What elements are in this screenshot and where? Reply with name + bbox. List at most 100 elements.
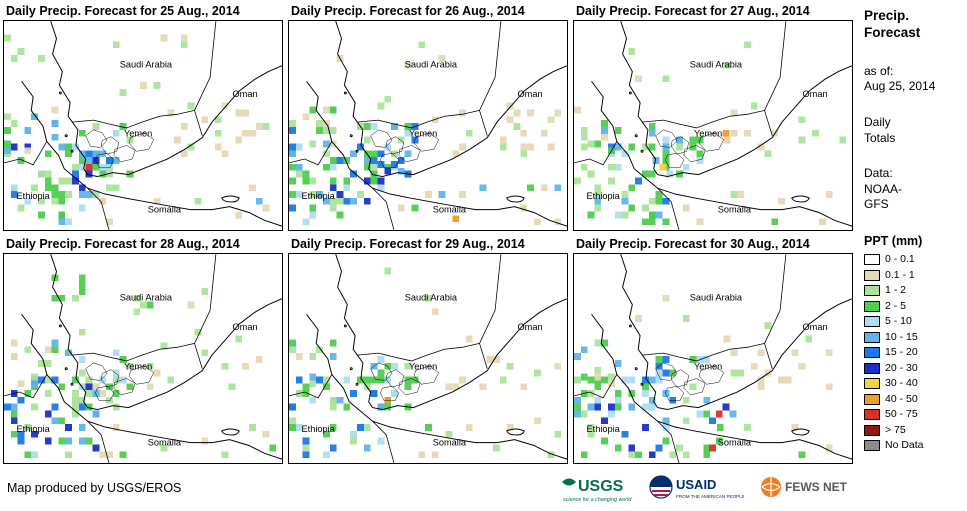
precip-cell bbox=[289, 163, 296, 171]
precip-cell bbox=[309, 140, 317, 148]
legend-swatch bbox=[864, 378, 880, 390]
legend-label: 2 - 5 bbox=[885, 299, 907, 312]
precip-cell bbox=[459, 109, 466, 117]
precip-cell bbox=[187, 301, 195, 309]
precip-cell bbox=[10, 353, 18, 360]
map-canvas bbox=[3, 20, 283, 231]
precip-cell bbox=[363, 197, 371, 205]
totals-line2: Totals bbox=[864, 130, 896, 145]
info-sidebar: Precip. Forecast as of: Aug 25, 2014 Dai… bbox=[856, 0, 967, 511]
precip-cell bbox=[38, 170, 45, 178]
precip-cell bbox=[404, 383, 412, 391]
legend-label: 0 - 0.1 bbox=[885, 253, 915, 266]
precip-cell bbox=[648, 218, 656, 226]
precip-cell bbox=[85, 191, 93, 198]
precip-cell bbox=[554, 430, 562, 438]
precip-cell bbox=[235, 109, 243, 117]
precip-cell bbox=[601, 120, 609, 127]
precip-cell bbox=[513, 123, 521, 130]
precip-cell bbox=[85, 170, 93, 178]
precip-cell bbox=[547, 451, 555, 459]
precip-cell bbox=[825, 349, 833, 357]
precip-cell bbox=[78, 274, 86, 282]
precip-cell bbox=[791, 349, 799, 357]
precip-cell bbox=[676, 170, 683, 178]
precip-cell bbox=[78, 129, 86, 137]
precip-cell bbox=[659, 163, 667, 171]
precip-cell bbox=[289, 346, 296, 354]
precip-cell bbox=[85, 163, 93, 171]
precip-cell bbox=[715, 410, 723, 418]
precip-cell bbox=[764, 322, 772, 329]
precip-cell bbox=[10, 430, 18, 438]
precip-cell bbox=[112, 157, 120, 164]
precip-cell bbox=[72, 376, 79, 384]
precip-cell bbox=[614, 143, 622, 151]
precip-cell bbox=[812, 129, 819, 137]
precip-cell bbox=[295, 191, 303, 198]
precip-cell bbox=[31, 380, 39, 388]
precip-cell bbox=[180, 34, 188, 42]
precip-cell bbox=[51, 417, 59, 425]
precip-cell bbox=[119, 451, 127, 459]
precip-cell bbox=[51, 403, 59, 411]
precip-cell bbox=[798, 116, 806, 124]
precip-cell bbox=[24, 126, 32, 134]
precip-cell bbox=[343, 157, 351, 164]
precip-cell bbox=[397, 136, 405, 144]
precip-cell bbox=[350, 150, 358, 158]
panel-title: Daily Precip. Forecast for 28 Aug., 2014 bbox=[6, 237, 240, 251]
precip-cell bbox=[655, 356, 663, 363]
precip-cell bbox=[44, 170, 52, 178]
precip-cell bbox=[499, 376, 507, 384]
precip-cell bbox=[594, 204, 602, 212]
precip-cell bbox=[78, 281, 86, 289]
precip-cell bbox=[506, 424, 514, 431]
precip-cell bbox=[262, 204, 270, 212]
precip-cell bbox=[269, 444, 277, 452]
precip-cell bbox=[357, 376, 364, 384]
precip-cell bbox=[506, 362, 514, 370]
precip-cell bbox=[452, 383, 460, 391]
precip-cell bbox=[574, 396, 581, 404]
precip-cell bbox=[628, 204, 636, 212]
precip-cell bbox=[723, 136, 731, 144]
precip-cell bbox=[58, 383, 66, 391]
precip-cell bbox=[44, 359, 52, 367]
precip-cell bbox=[377, 369, 385, 377]
precip-cell bbox=[65, 437, 73, 445]
precip-cell bbox=[554, 218, 562, 226]
precip-cell bbox=[730, 349, 738, 357]
map-canvas bbox=[573, 253, 853, 464]
precip-cell bbox=[479, 383, 487, 391]
precip-cell bbox=[295, 424, 303, 431]
precip-cell bbox=[72, 396, 79, 404]
precip-cell bbox=[323, 376, 330, 384]
precip-cell bbox=[72, 163, 79, 171]
legend-entry: 1 - 2 bbox=[864, 283, 965, 299]
precip-cell bbox=[51, 133, 59, 141]
precip-cell bbox=[391, 160, 398, 168]
precip-cell bbox=[112, 390, 120, 397]
precip-cell bbox=[329, 157, 337, 164]
precip-cell bbox=[201, 116, 209, 124]
precip-cell bbox=[323, 106, 330, 114]
precip-cell bbox=[51, 339, 59, 347]
precip-cell bbox=[778, 197, 785, 205]
precip-cell bbox=[642, 403, 649, 411]
precip-cell bbox=[31, 113, 39, 121]
legend-entry: 0 - 0.1 bbox=[864, 252, 965, 268]
precip-cell bbox=[31, 184, 39, 192]
map-panel-27aug: Daily Precip. Forecast for 27 Aug., 2014 bbox=[573, 2, 853, 231]
precip-cell bbox=[242, 129, 249, 137]
precip-cell bbox=[248, 129, 256, 137]
precip-cell bbox=[214, 143, 222, 151]
precip-cell bbox=[51, 120, 59, 127]
precip-cell bbox=[594, 184, 602, 192]
precip-cell bbox=[24, 143, 32, 151]
precip-cell bbox=[662, 75, 670, 83]
precip-cell bbox=[574, 376, 581, 384]
precip-cell bbox=[329, 204, 337, 212]
precip-cell bbox=[587, 376, 595, 384]
precip-cell bbox=[411, 204, 419, 212]
